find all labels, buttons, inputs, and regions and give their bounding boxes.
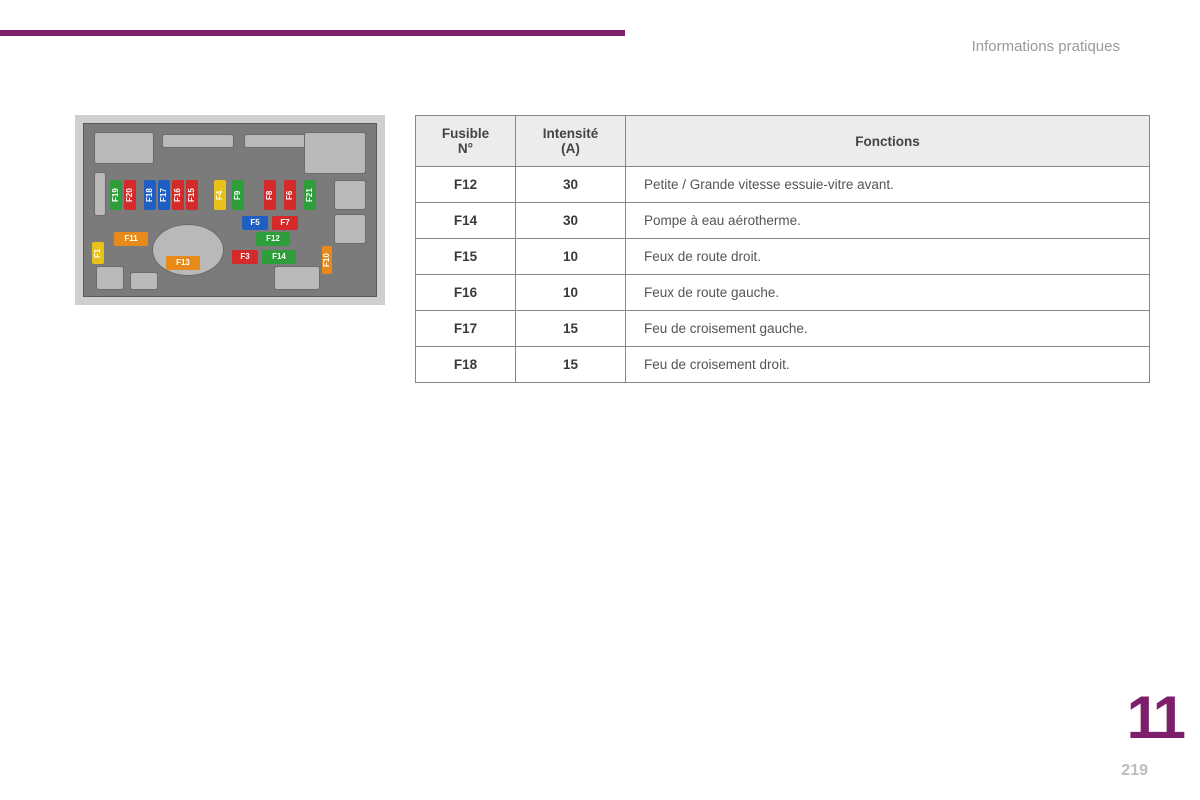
fuse-f17: F17 bbox=[158, 180, 170, 210]
table-row: F1815Feu de croisement droit. bbox=[416, 347, 1150, 383]
section-heading: Informations pratiques bbox=[972, 38, 1120, 55]
fusebox-slot bbox=[274, 266, 320, 290]
cell-fuse: F12 bbox=[416, 167, 516, 203]
fuse-f10: F10 bbox=[322, 246, 332, 274]
cell-fuse: F14 bbox=[416, 203, 516, 239]
table-row: F1510Feux de route droit. bbox=[416, 239, 1150, 275]
fuse-f9: F9 bbox=[232, 180, 244, 210]
cell-fuse: F16 bbox=[416, 275, 516, 311]
fusebox-slot bbox=[94, 172, 106, 216]
fuse-f14: F14 bbox=[262, 250, 296, 264]
fusebox-slot bbox=[334, 214, 366, 244]
cell-amp: 15 bbox=[516, 311, 626, 347]
cell-fuse: F18 bbox=[416, 347, 516, 383]
cell-amp: 10 bbox=[516, 275, 626, 311]
fuse-f3: F3 bbox=[232, 250, 258, 264]
cell-func: Petite / Grande vitesse essuie-vitre ava… bbox=[626, 167, 1150, 203]
table-row: F1715Feu de croisement gauche. bbox=[416, 311, 1150, 347]
fuse-f5: F5 bbox=[242, 216, 268, 230]
col-header-fuse: FusibleN° bbox=[416, 116, 516, 167]
fuse-table: FusibleN° Intensité(A) Fonctions F1230Pe… bbox=[415, 115, 1150, 383]
cell-func: Feux de route droit. bbox=[626, 239, 1150, 275]
chapter-number: 11 bbox=[1127, 683, 1182, 752]
cell-amp: 30 bbox=[516, 167, 626, 203]
table-row: F1230Petite / Grande vitesse essuie-vitr… bbox=[416, 167, 1150, 203]
main-content: F19F20F18F17F16F15F4F9F8F6F21F5F7F12F11F… bbox=[75, 115, 1150, 383]
fuse-f11: F11 bbox=[114, 232, 148, 246]
fuse-f18: F18 bbox=[144, 180, 156, 210]
fuse-f16: F16 bbox=[172, 180, 184, 210]
fuse-f8: F8 bbox=[264, 180, 276, 210]
fuse-f6: F6 bbox=[284, 180, 296, 210]
fuse-f20: F20 bbox=[124, 180, 136, 210]
table-row: F1610Feux de route gauche. bbox=[416, 275, 1150, 311]
fuse-f15: F15 bbox=[186, 180, 198, 210]
col-header-func: Fonctions bbox=[626, 116, 1150, 167]
fusebox-diagram: F19F20 F18F17F16F15 F4F9 F8 F6 F21 F5 F7 F12 F11 F… bbox=[75, 115, 385, 305]
cell-func: Pompe à eau aérotherme. bbox=[626, 203, 1150, 239]
fusebox-slot bbox=[96, 266, 124, 290]
col-header-amp: Intensité(A) bbox=[516, 116, 626, 167]
fuse-f12: F12 bbox=[256, 232, 290, 246]
cell-amp: 15 bbox=[516, 347, 626, 383]
fuse-f21: F21 bbox=[304, 180, 316, 210]
fuse-f19: F19 bbox=[110, 180, 122, 210]
fusebox-slot bbox=[94, 132, 154, 164]
cell-fuse: F17 bbox=[416, 311, 516, 347]
fuse-f1: F1 bbox=[92, 242, 104, 264]
fusebox-slot bbox=[162, 134, 234, 148]
cell-fuse: F15 bbox=[416, 239, 516, 275]
fuse-f13: F13 bbox=[166, 256, 200, 270]
cell-func: Feux de route gauche. bbox=[626, 275, 1150, 311]
cell-amp: 30 bbox=[516, 203, 626, 239]
fusebox-slot bbox=[334, 180, 366, 210]
cell-func: Feu de croisement gauche. bbox=[626, 311, 1150, 347]
fuse-f7: F7 bbox=[272, 216, 298, 230]
table-row: F1430Pompe à eau aérotherme. bbox=[416, 203, 1150, 239]
accent-bar bbox=[0, 30, 625, 36]
cell-amp: 10 bbox=[516, 239, 626, 275]
fuse-f4: F4 bbox=[214, 180, 226, 210]
fusebox-slot bbox=[130, 272, 158, 290]
page-number: 219 bbox=[1121, 762, 1148, 780]
fusebox-slot bbox=[304, 132, 366, 174]
cell-func: Feu de croisement droit. bbox=[626, 347, 1150, 383]
